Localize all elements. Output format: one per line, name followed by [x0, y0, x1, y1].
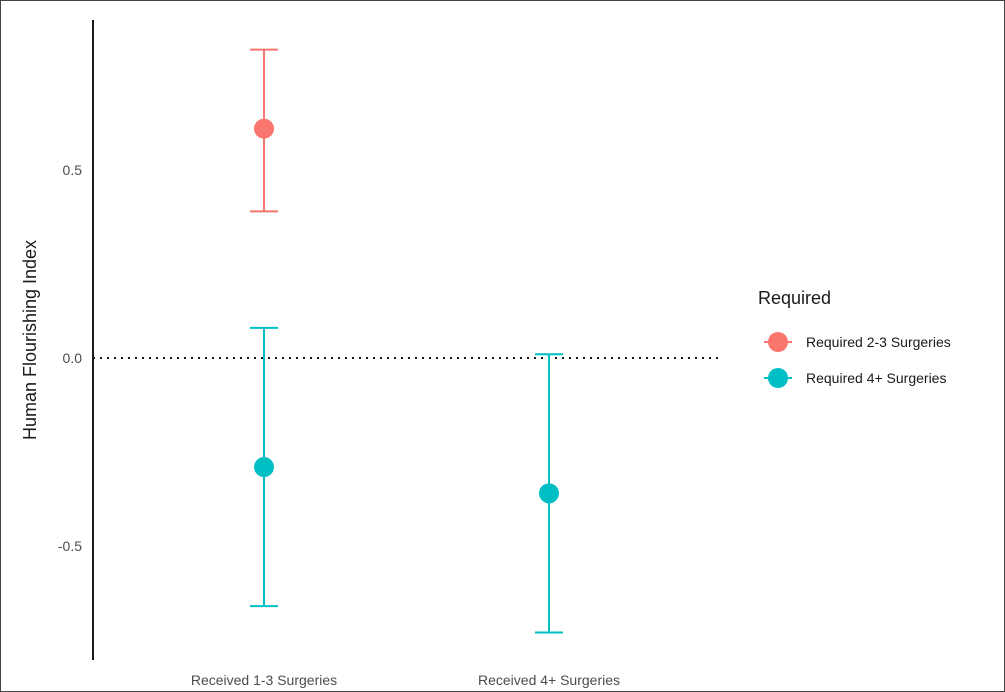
error-bar-mark: [250, 48, 278, 213]
y-tick-labels: 0.5 0.0 -0.5: [58, 162, 82, 554]
y-tick-label: 0.5: [63, 162, 83, 178]
data-point: [539, 483, 559, 504]
legend-title: Required: [758, 288, 831, 308]
legend-key-point: [768, 368, 788, 388]
legend: Required Required 2-3 Surgeries Required …: [758, 288, 951, 388]
error-bar-mark: [535, 353, 563, 634]
data-marks: [250, 48, 563, 634]
data-point: [254, 457, 274, 478]
x-tick-label: Received 4+ Surgeries: [478, 672, 620, 688]
y-tick-label: 0.0: [63, 350, 83, 366]
legend-item: Required 4+ Surgeries: [764, 368, 946, 388]
y-axis-title: Human Flourishing Index: [20, 240, 40, 440]
legend-label: Required 2-3 Surgeries: [806, 334, 951, 350]
x-tick-labels: Received 1-3 Surgeries Received 4+ Surger…: [191, 672, 620, 688]
x-tick-label: Received 1-3 Surgeries: [191, 672, 337, 688]
legend-label: Required 4+ Surgeries: [806, 370, 946, 386]
legend-item: Required 2-3 Surgeries: [764, 332, 951, 352]
error-bar-mark: [250, 326, 278, 608]
data-point: [254, 118, 274, 139]
y-tick-label: -0.5: [58, 538, 82, 554]
legend-key-point: [768, 332, 788, 352]
